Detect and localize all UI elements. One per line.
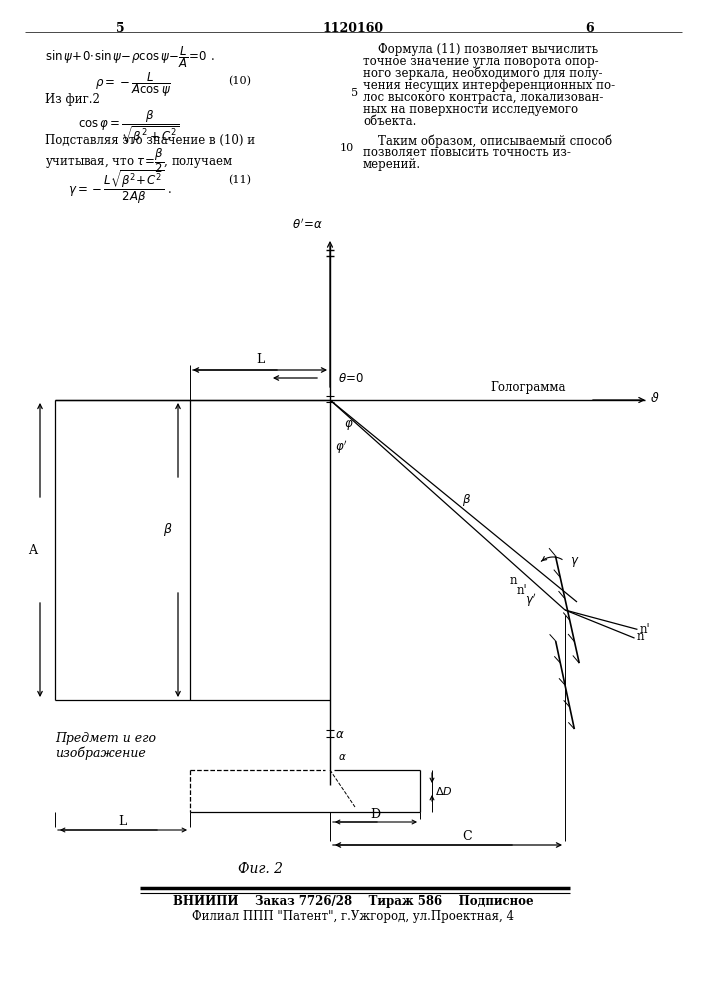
Text: (10): (10) (228, 76, 251, 86)
Text: 5: 5 (116, 22, 124, 35)
Text: Подставляя это значение в (10) и: Подставляя это значение в (10) и (45, 134, 255, 147)
Text: $\rho=-\dfrac{L}{A\cos\psi}$: $\rho=-\dfrac{L}{A\cos\psi}$ (95, 70, 171, 99)
Text: (11): (11) (228, 175, 251, 185)
Text: $\beta$: $\beta$ (462, 492, 471, 508)
Text: Таким образом, описываемый способ: Таким образом, описываемый способ (363, 134, 612, 147)
Text: $\alpha$: $\alpha$ (338, 752, 346, 762)
Text: Голограмма: Голограмма (490, 381, 566, 394)
Text: $\varphi$: $\varphi$ (344, 418, 354, 432)
Text: точное значение угла поворота опор-: точное значение угла поворота опор- (363, 55, 599, 68)
Text: $\alpha$: $\alpha$ (335, 728, 344, 742)
Text: ВНИИПИ    Заказ 7726/28    Тираж 586    Подписное: ВНИИПИ Заказ 7726/28 Тираж 586 Подписное (173, 895, 533, 908)
Text: n': n' (639, 623, 650, 636)
Text: $\gamma'$: $\gamma'$ (525, 591, 537, 609)
Text: объекта.: объекта. (363, 115, 416, 128)
Text: L: L (256, 353, 264, 366)
Text: $\gamma$: $\gamma$ (570, 555, 580, 569)
Text: $\Delta D$: $\Delta D$ (435, 785, 452, 797)
Text: Формула (11) позволяет вычислить: Формула (11) позволяет вычислить (363, 43, 598, 56)
Text: A: A (28, 544, 37, 556)
Text: позволяет повысить точность из-: позволяет повысить точность из- (363, 146, 571, 159)
Text: Из фиг.2: Из фиг.2 (45, 93, 100, 106)
Text: n': n' (517, 584, 527, 596)
Text: Фиг. 2: Фиг. 2 (238, 862, 283, 876)
Text: мерений.: мерений. (363, 158, 421, 171)
Text: 1120160: 1120160 (322, 22, 384, 35)
Text: $\theta'\!=\!\alpha$: $\theta'\!=\!\alpha$ (292, 218, 323, 232)
Text: Предмет и его: Предмет и его (55, 732, 156, 745)
Text: L: L (118, 815, 126, 828)
Text: ных на поверхности исследуемого: ных на поверхности исследуемого (363, 103, 578, 116)
Text: 10: 10 (340, 143, 354, 153)
Text: учитывая, что $\tau\!=\!\dfrac{\beta}{2}$, получаем: учитывая, что $\tau\!=\!\dfrac{\beta}{2}… (45, 146, 233, 175)
Text: ного зеркала, необходимого для полу-: ного зеркала, необходимого для полу- (363, 67, 602, 81)
Text: лос высокого контраста, локализован-: лос высокого контраста, локализован- (363, 91, 603, 104)
Text: C: C (462, 830, 472, 843)
Text: 5: 5 (351, 88, 358, 98)
Text: $\beta$: $\beta$ (163, 522, 173, 538)
Text: $\gamma=-\dfrac{L\sqrt{\beta^{2}\!+\!C^{2}}}{2A\beta}$ .: $\gamma=-\dfrac{L\sqrt{\beta^{2}\!+\!C^{… (68, 169, 172, 206)
Text: изображение: изображение (55, 746, 146, 760)
Text: $\cos\varphi=\dfrac{\beta}{\sqrt{\beta^{2}+C^{2}}}$: $\cos\varphi=\dfrac{\beta}{\sqrt{\beta^{… (78, 108, 180, 146)
Text: $\theta\!=\!0$: $\theta\!=\!0$ (338, 372, 364, 385)
Text: $\varphi'$: $\varphi'$ (335, 438, 347, 456)
Text: Филиал ППП "Патент", г.Ужгород, ул.Проектная, 4: Филиал ППП "Патент", г.Ужгород, ул.Проек… (192, 910, 514, 923)
Text: n: n (636, 630, 644, 643)
Text: $\sin\psi\!+\!0\!\cdot\!\sin\psi\!-\!\rho\cos\psi\!-\!\dfrac{L}{A}\!=\!0$ .: $\sin\psi\!+\!0\!\cdot\!\sin\psi\!-\!\rh… (45, 44, 215, 70)
Text: 6: 6 (585, 22, 595, 35)
Text: D: D (370, 808, 380, 821)
Text: чения несущих интерференционных по-: чения несущих интерференционных по- (363, 79, 615, 92)
Text: n: n (510, 574, 518, 586)
Text: $\vartheta$: $\vartheta$ (650, 391, 660, 405)
